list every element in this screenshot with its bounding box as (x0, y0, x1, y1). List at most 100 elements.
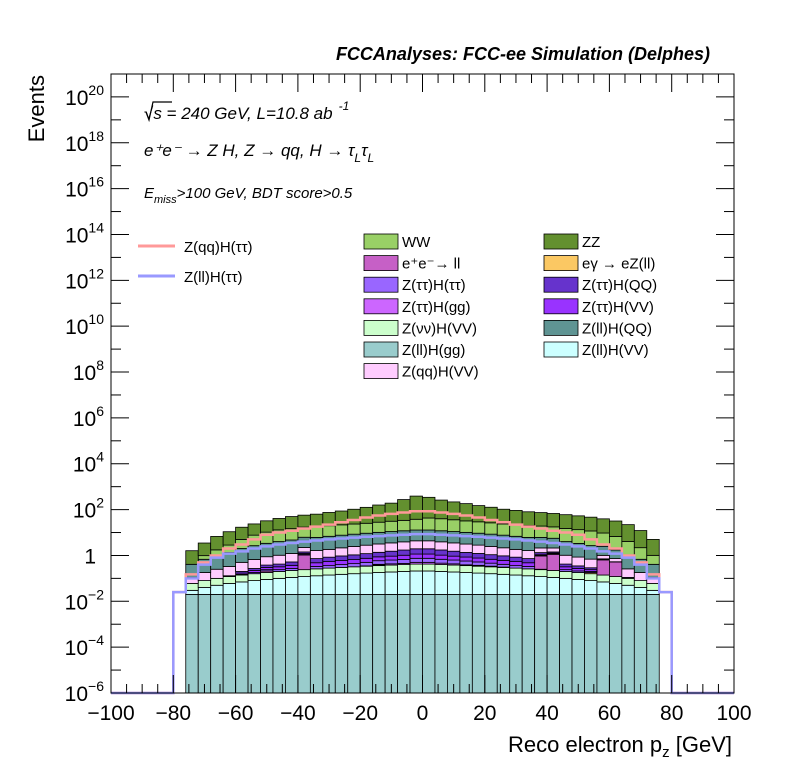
bar-segment (210, 593, 224, 694)
bar-segment (347, 559, 361, 565)
bar-segment (322, 548, 336, 558)
bar-segment (347, 554, 361, 560)
bar-segment (571, 556, 585, 567)
bar-segment (347, 533, 361, 547)
bar-segment (447, 559, 461, 565)
bar-segment (347, 508, 361, 525)
legend-label: WW (402, 234, 431, 251)
bar-segment (372, 565, 386, 573)
x-tick-label: 40 (535, 702, 558, 725)
bar-segment (459, 593, 473, 694)
bar-segment (272, 566, 286, 571)
bar-segment (309, 575, 324, 595)
bar-segment (509, 548, 523, 558)
bar-segment (384, 564, 398, 573)
bar-segment (285, 561, 299, 566)
bar-segment (210, 536, 224, 551)
bar-segment (596, 518, 610, 534)
bar-segment (434, 518, 448, 532)
bar-segment (571, 579, 585, 595)
legend-label: e⁺e⁻→ ll (402, 256, 460, 273)
bar-segment (197, 587, 212, 595)
bar-segment (484, 573, 498, 595)
legend-swatch (543, 233, 579, 250)
bar-segment (372, 560, 386, 565)
bar-segment (434, 541, 448, 551)
bar-segment (546, 570, 560, 578)
bar-segment (484, 566, 498, 575)
bar-segment (347, 593, 361, 694)
y-tick-label: 1020 (65, 82, 104, 110)
bar-segment (197, 572, 212, 581)
bar-segment (334, 593, 349, 694)
bar-segment (397, 530, 411, 543)
bar-segment (571, 593, 585, 694)
y-tick-label: 1 (84, 545, 96, 568)
signal-lines (111, 509, 734, 695)
bar-segment (409, 548, 423, 555)
bar-segment (222, 593, 236, 694)
bar-segment (434, 549, 448, 556)
bar-segment (646, 583, 660, 591)
bar-segment (509, 524, 523, 537)
bar-segment (397, 564, 411, 572)
x-tick-label: 80 (660, 702, 683, 725)
bar-segment (347, 523, 361, 535)
bar-segment (297, 514, 311, 528)
bar-segment (471, 521, 486, 534)
bar-segment (185, 583, 199, 591)
bar-segment (521, 550, 536, 559)
bar-segment (422, 553, 436, 559)
bar-segment (185, 550, 199, 565)
bar-segment (422, 517, 436, 531)
x-tick-label: −100 (87, 702, 134, 725)
bar-segment (633, 530, 648, 549)
series-group (235, 552, 610, 575)
bar-segment (571, 572, 585, 580)
annotation-cuts: Emiss>100 GeV, BDT score>0.5 (144, 185, 353, 206)
bar-segment (334, 534, 349, 549)
header-title: FCCAnalyses: FCC-ee Simulation (Delphes) (336, 44, 710, 64)
bar-segment (272, 571, 286, 579)
bar-segment (359, 572, 374, 595)
bar-segment (609, 561, 623, 577)
bar-segment (609, 520, 623, 537)
bar-segment (534, 547, 548, 554)
bar-segment (322, 574, 336, 595)
bar-segment (484, 554, 498, 560)
bar-segment (372, 504, 386, 523)
series-group (185, 529, 660, 578)
bar-segment (471, 561, 486, 566)
bar-segment (596, 581, 610, 595)
bar-segment (285, 516, 299, 530)
bar-segment (235, 581, 249, 595)
bar-segment (471, 572, 486, 595)
bar-segment (546, 513, 560, 528)
bar-segment (210, 584, 224, 595)
bar-segment (546, 526, 560, 539)
bar-segment (222, 531, 236, 546)
legend-swatch (543, 255, 579, 272)
bar-segment (496, 555, 511, 561)
bar-segment (496, 523, 511, 536)
bar-segment (484, 546, 498, 556)
bar-segment (459, 572, 473, 595)
bar-segment (359, 565, 374, 574)
y-tick-label: 1010 (65, 311, 104, 339)
legend-label: Z(ττ)H(ττ) (402, 277, 466, 294)
bar-segment (247, 523, 261, 536)
bar-segment (372, 572, 386, 595)
bar-segment (609, 558, 623, 563)
bar-segment (646, 539, 660, 556)
bar-segment (384, 502, 398, 522)
bar-segment (496, 563, 511, 568)
bar-segment (247, 580, 261, 595)
bar-segment (272, 563, 286, 568)
bar-segment (372, 556, 386, 562)
bar-segment (309, 550, 324, 559)
bar-segment (384, 559, 398, 565)
bar-segment (459, 560, 473, 566)
legend-swatch (543, 319, 579, 336)
bar-segment (347, 563, 361, 568)
bar-segment (222, 566, 236, 577)
